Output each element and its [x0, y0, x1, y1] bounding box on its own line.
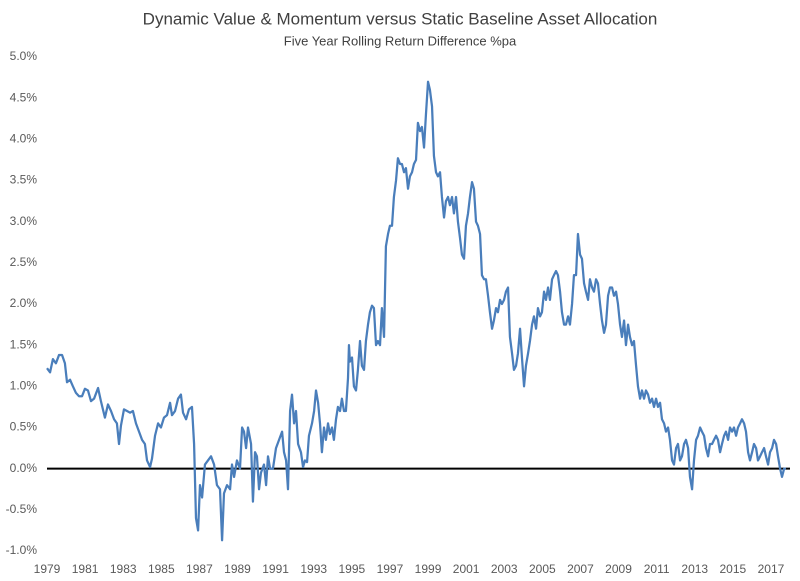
x-tick-label: 1983	[110, 562, 137, 576]
y-tick-label: 2.5%	[10, 255, 38, 269]
x-tick-label: 2013	[681, 562, 708, 576]
x-tick-label: 1995	[338, 562, 365, 576]
y-tick-label: 0.0%	[10, 461, 38, 475]
x-tick-label: 1991	[262, 562, 289, 576]
y-tick-label: 3.5%	[10, 173, 38, 187]
x-tick-label: 2005	[529, 562, 556, 576]
x-tick-label: 2017	[758, 562, 785, 576]
x-tick-label: 1989	[224, 562, 251, 576]
x-tick-label: 1979	[34, 562, 61, 576]
data-line	[46, 80, 786, 542]
y-tick-label: 1.0%	[10, 379, 38, 393]
x-tick-label: 2003	[491, 562, 518, 576]
y-tick-label: 4.0%	[10, 132, 38, 146]
x-tick-label: 1999	[415, 562, 442, 576]
x-tick-label: 1981	[72, 562, 99, 576]
chart-title: Dynamic Value & Momentum versus Static B…	[143, 9, 658, 28]
x-tick-label: 1993	[300, 562, 327, 576]
y-tick-label: 5.0%	[10, 49, 38, 63]
y-tick-label: 3.0%	[10, 214, 38, 228]
y-tick-label: 2.0%	[10, 296, 38, 310]
x-tick-label: 1985	[148, 562, 175, 576]
x-tick-label: 1987	[186, 562, 213, 576]
y-tick-label: 1.5%	[10, 337, 38, 351]
y-tick-label: -1.0%	[6, 543, 38, 557]
x-tick-label: 2011	[644, 562, 670, 576]
x-tick-label: 2007	[567, 562, 594, 576]
y-tick-label: 0.5%	[10, 420, 38, 434]
x-tick-label: 2009	[605, 562, 632, 576]
y-tick-label: 4.5%	[10, 90, 38, 104]
x-tick-label: 2015	[719, 562, 746, 576]
x-tick-label: 2001	[453, 562, 480, 576]
chart-subtitle: Five Year Rolling Return Difference %pa	[284, 33, 517, 48]
y-tick-label: -0.5%	[6, 502, 38, 516]
x-tick-label: 1997	[377, 562, 404, 576]
